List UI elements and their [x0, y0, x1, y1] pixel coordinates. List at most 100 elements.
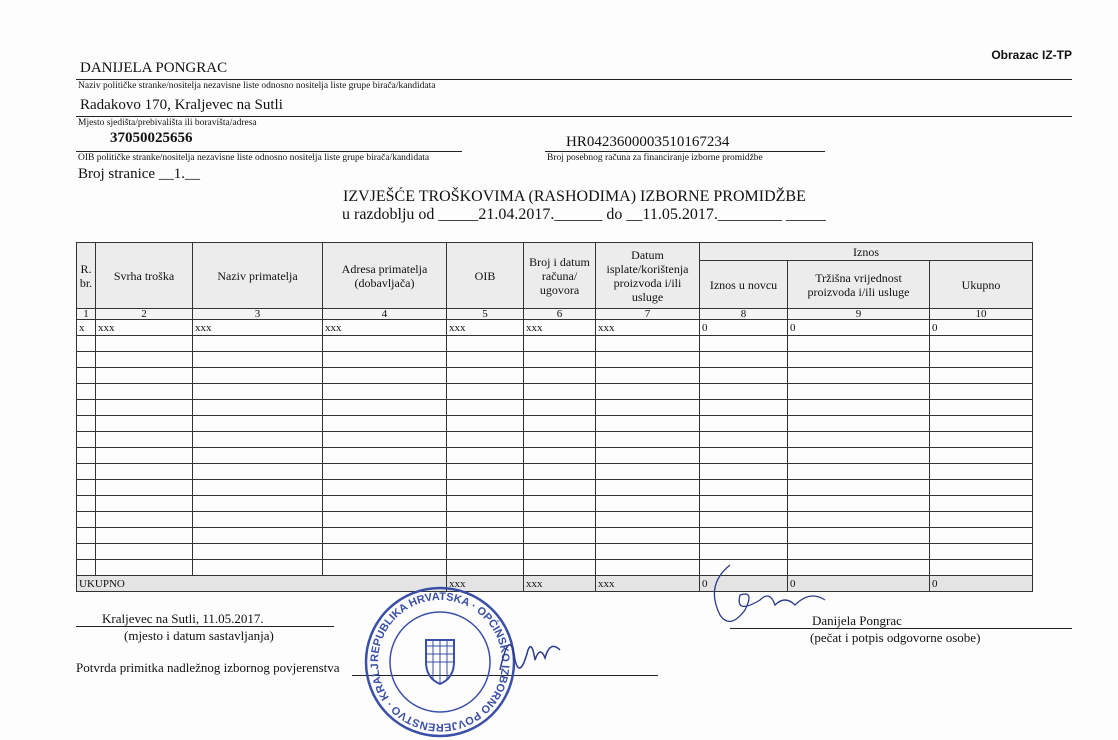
table-cell — [95, 447, 193, 464]
total-cell: 0 — [787, 575, 930, 592]
table-cell — [699, 431, 788, 448]
table-cell — [446, 479, 524, 496]
table-cell — [929, 511, 1033, 528]
total-label: UKUPNO — [76, 575, 447, 592]
table-cell — [929, 431, 1033, 448]
table-cell — [192, 335, 323, 352]
header-rbr: R. br. — [76, 242, 96, 309]
header-purpose: Svrha troška — [95, 242, 193, 309]
signer-label: (pečat i potpis odgovorne osobe) — [810, 630, 981, 645]
table-cell — [929, 415, 1033, 432]
table-cell — [76, 511, 96, 528]
table-cell — [523, 383, 596, 400]
table-cell — [595, 447, 700, 464]
account-number: HR0423600003510167234 — [566, 134, 730, 150]
place-date: Kraljevec na Sutli, 11.05.2017. — [102, 611, 264, 626]
table-cell — [595, 367, 700, 384]
table-cell — [95, 399, 193, 416]
table-cell — [192, 479, 323, 496]
table-cell — [76, 383, 96, 400]
column-number: 4 — [322, 308, 447, 320]
table-cell — [929, 335, 1033, 352]
table-cell — [523, 559, 596, 576]
page-number: Broj stranice __1.__ — [78, 166, 201, 182]
column-number: 10 — [929, 308, 1033, 320]
header-oib: OIB — [446, 242, 524, 309]
table-cell — [95, 527, 193, 544]
table-cell — [787, 399, 930, 416]
oib-label: OIB političke stranke/nositelja nezavisn… — [78, 153, 430, 163]
place-date-label: (mjesto i datum sastavljanja) — [124, 628, 274, 643]
table-cell — [595, 383, 700, 400]
table-cell — [322, 527, 447, 544]
table-cell — [523, 367, 596, 384]
signer-name: Danijela Pongrac — [812, 613, 902, 628]
table-cell — [929, 559, 1033, 576]
total-cell: 0 — [929, 575, 1033, 592]
signer-signature — [713, 564, 826, 622]
table-cell — [595, 335, 700, 352]
header-address: Adresa primatelja (dobavljača) — [322, 242, 447, 309]
header-total: Ukupno — [929, 260, 1033, 309]
table-cell: x — [76, 319, 96, 336]
table-row — [76, 351, 1033, 368]
total-cell: xxx — [523, 575, 596, 592]
table-cell: 0 — [699, 319, 788, 336]
table-cell: xxx — [95, 319, 193, 336]
address-label: Mjesto sjedišta/prebivališta ili boraviš… — [78, 118, 257, 128]
table-cell — [446, 559, 524, 576]
table-cell — [523, 335, 596, 352]
table-cell — [322, 559, 447, 576]
oib-value: 37050025656 — [110, 130, 193, 146]
table-cell — [523, 495, 596, 512]
table-cell — [595, 415, 700, 432]
party-name-label: Naziv političke stranke/nositelja nezavi… — [78, 81, 436, 91]
table-row — [76, 511, 1033, 528]
table-cell — [95, 495, 193, 512]
table-cell: xxx — [523, 319, 596, 336]
table-row — [76, 335, 1033, 352]
header-cash: Iznos u novcu — [699, 260, 788, 309]
table-cell — [95, 511, 193, 528]
table-cell — [929, 495, 1033, 512]
table-cell — [192, 511, 323, 528]
table-cell — [76, 463, 96, 480]
table-cell — [95, 383, 193, 400]
table-cell — [192, 543, 323, 560]
party-name: DANIJELA PONGRAC — [80, 60, 228, 76]
table-row — [76, 415, 1033, 432]
table-cell — [76, 351, 96, 368]
table-cell — [929, 463, 1033, 480]
column-number: 9 — [787, 308, 930, 320]
table-cell — [322, 383, 447, 400]
table-cell — [76, 447, 96, 464]
table-cell — [192, 399, 323, 416]
table-cell — [76, 431, 96, 448]
header-recipient: Naziv primatelja — [192, 242, 323, 309]
table-cell — [523, 511, 596, 528]
table-cell — [95, 335, 193, 352]
table-cell — [699, 415, 788, 432]
table-row — [76, 495, 1033, 512]
table-cell — [787, 511, 930, 528]
table-cell — [322, 543, 447, 560]
table-cell — [787, 463, 930, 480]
account-label: Broj posebnog računa za financiranje izb… — [547, 153, 763, 163]
table-cell — [523, 463, 596, 480]
table-cell — [322, 335, 447, 352]
table-cell: xxx — [446, 319, 524, 336]
table-cell — [95, 367, 193, 384]
table-cell — [192, 351, 323, 368]
table-row — [76, 543, 1033, 560]
table-cell — [595, 559, 700, 576]
expense-table: R. br. Svrha troška Naziv primatelja Adr… — [76, 242, 1033, 592]
table-cell — [76, 335, 96, 352]
table-cell — [76, 415, 96, 432]
table-row — [76, 479, 1033, 496]
table-cell — [446, 527, 524, 544]
header-amount-group: Iznos — [699, 242, 1033, 261]
table-cell — [523, 479, 596, 496]
table-cell: xxx — [322, 319, 447, 336]
table-cell — [322, 431, 447, 448]
